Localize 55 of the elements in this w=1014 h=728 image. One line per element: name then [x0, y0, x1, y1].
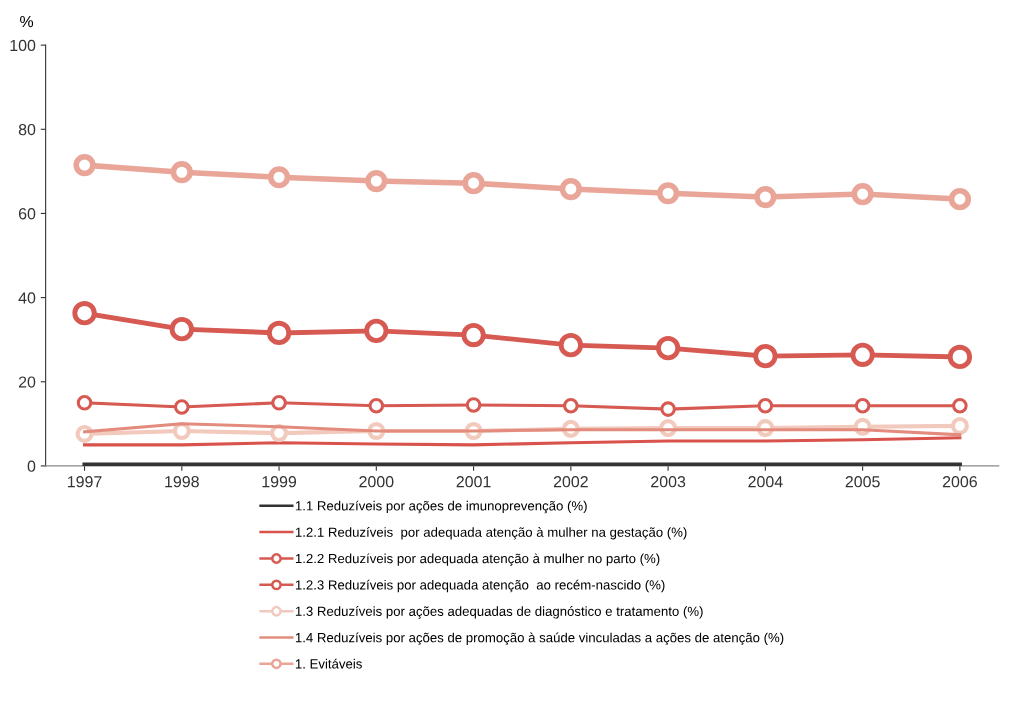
x-tick-label: 2000 — [359, 476, 394, 488]
point — [170, 161, 193, 184]
x-tick-label: 1998 — [165, 476, 199, 488]
y-tick-label: 100 — [10, 39, 36, 52]
legend-label: 1.4 Reduzíveis por ações de promoção à saúde vinculadas a ações de atenção (%) — [295, 632, 784, 645]
point — [850, 342, 875, 367]
y-tick-label: 60 — [18, 208, 36, 220]
point — [72, 301, 97, 326]
x-tick-label: 2006 — [942, 476, 977, 488]
legend-label: 1.1 Reduzíveis por ações de imunoprevenção (%) — [295, 500, 587, 514]
point — [558, 333, 583, 358]
y-tick-label: 0 — [27, 460, 36, 472]
y-tick-label: 80 — [18, 123, 36, 136]
point — [368, 397, 385, 414]
y-axis-title: % — [20, 16, 34, 28]
x-tick-label: 2004 — [748, 476, 783, 488]
point — [76, 395, 93, 411]
point — [267, 166, 291, 189]
legend-label: 1.2.1 Reduzíveis por adequada atenção à mulher na gestação (%) — [295, 527, 687, 540]
point — [660, 401, 676, 417]
point — [952, 397, 968, 414]
point — [754, 185, 777, 209]
point — [655, 335, 681, 361]
point — [757, 397, 774, 414]
y-tick-label: 20 — [18, 376, 36, 388]
legend-label: 1. Evitáveis — [295, 658, 362, 669]
point — [462, 172, 485, 195]
point — [465, 397, 482, 413]
point — [169, 317, 194, 342]
legend-label: 1.2.3 Reduzíveis por adequada atenção ao recém-nascido (%) — [295, 579, 665, 593]
x-tick-label: 1997 — [67, 476, 102, 488]
point — [950, 416, 969, 435]
x-tick-label: 2005 — [845, 476, 880, 488]
point — [854, 397, 871, 414]
x-tick-label: 1999 — [262, 476, 297, 488]
point — [947, 344, 973, 370]
point — [73, 153, 96, 177]
point — [365, 169, 388, 193]
point — [948, 188, 971, 211]
x-tick-label: 2003 — [651, 476, 686, 488]
x-tick-label: 2001 — [456, 476, 491, 488]
point — [271, 395, 287, 411]
point — [563, 397, 579, 414]
point — [559, 177, 582, 201]
x-tick-label: 2002 — [553, 476, 588, 488]
point — [851, 182, 874, 206]
legend-label: 1.3 Reduzíveis por ações adequadas de diagnóstico e tratamento (%) — [295, 606, 703, 619]
point — [461, 322, 486, 348]
point — [656, 182, 680, 205]
legend-label: 1.2.2 Reduzíveis por adequada atenção à mulher no parto (%) — [295, 553, 660, 566]
point — [174, 399, 190, 415]
y-tick-label: 40 — [18, 292, 36, 304]
point — [266, 320, 292, 346]
point — [364, 318, 389, 343]
point — [753, 343, 778, 369]
